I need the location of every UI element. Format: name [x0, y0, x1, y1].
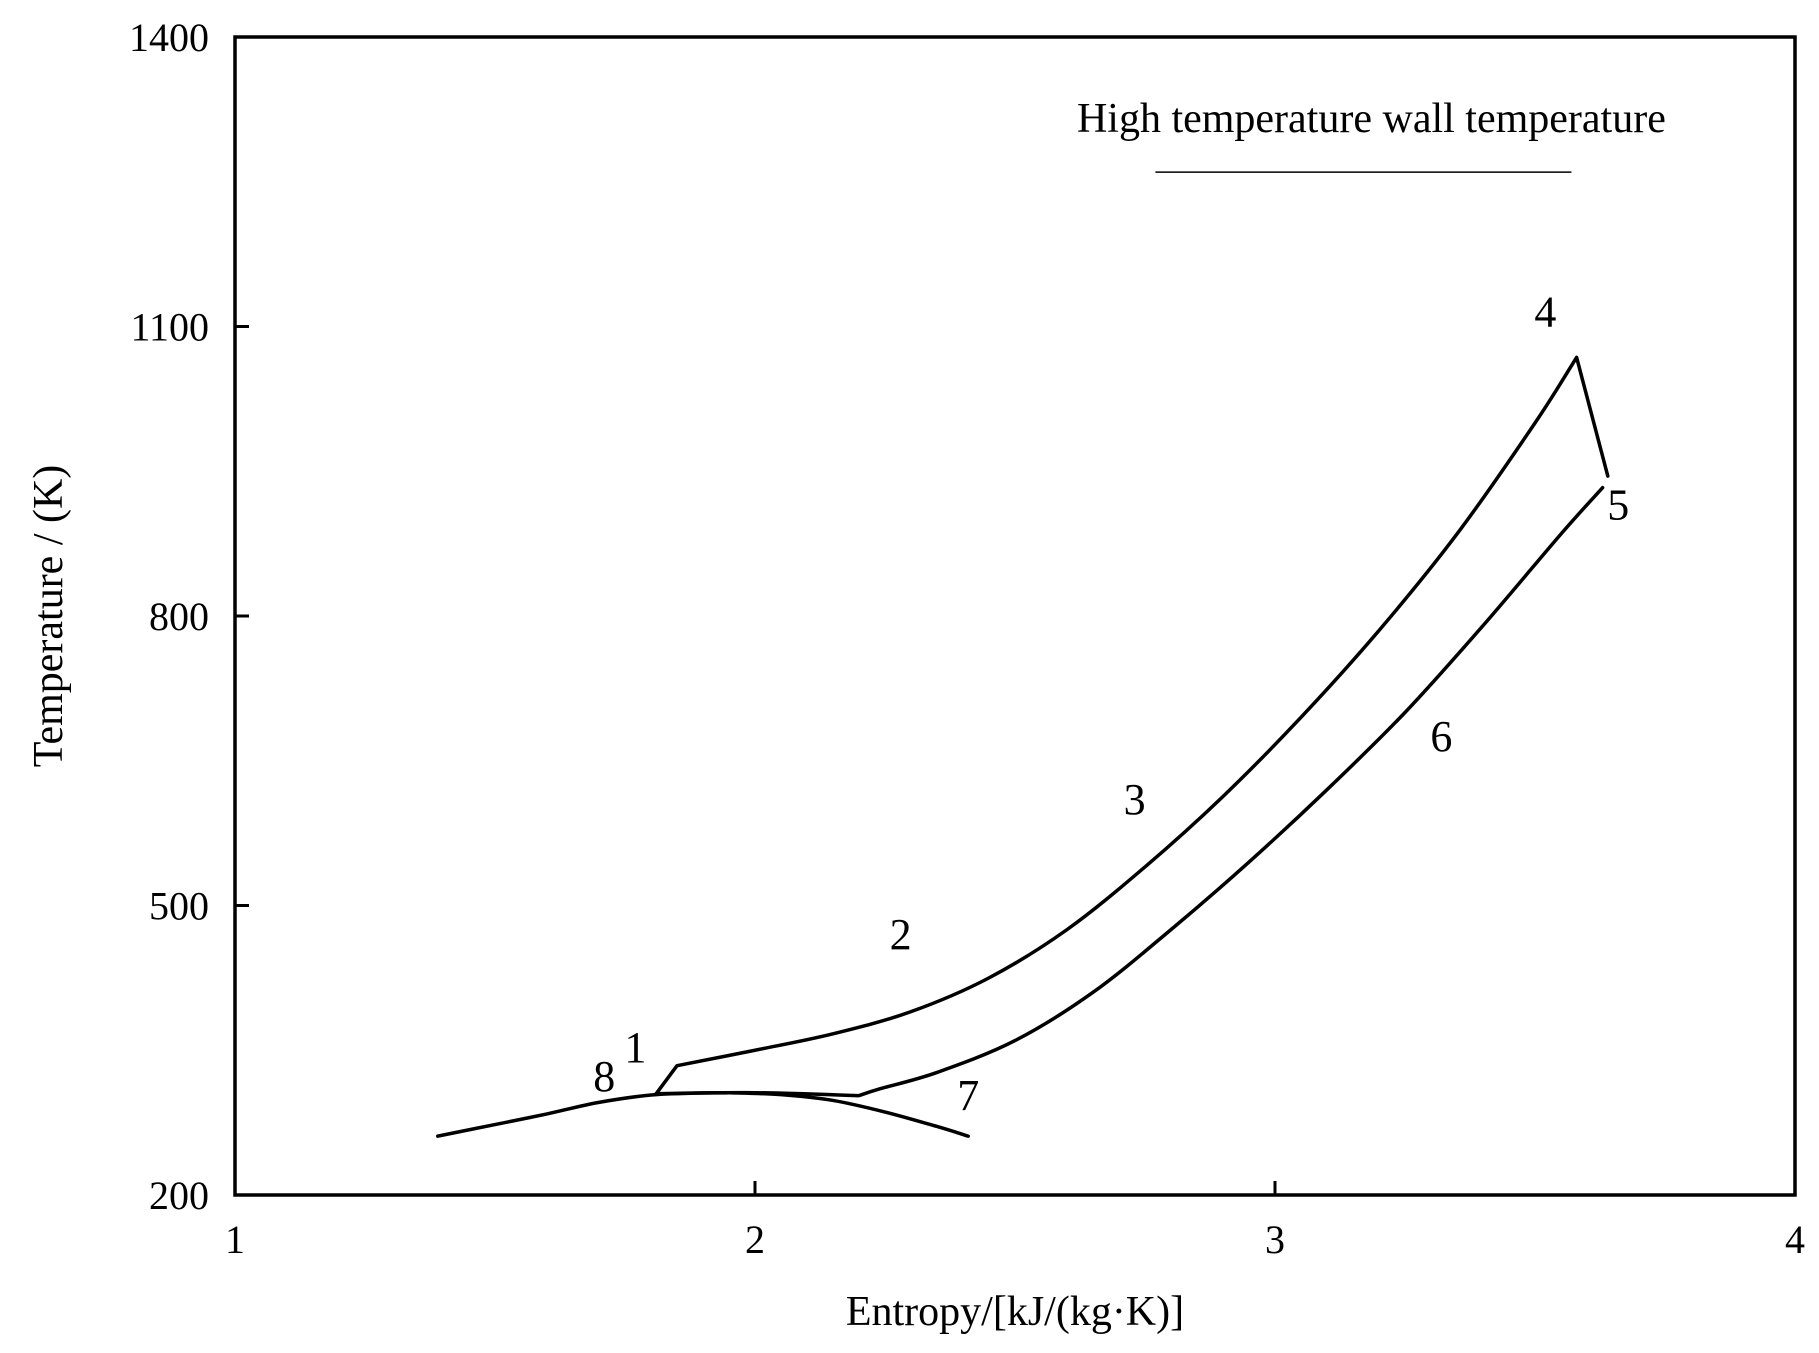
- state-label-7: 7: [957, 1071, 979, 1120]
- x-axis-ticks: 1 2 3 4: [225, 1181, 1805, 1262]
- x-tick-label: 2: [745, 1217, 765, 1262]
- y-tick-label: 1400: [129, 15, 209, 60]
- x-tick-label: 3: [1265, 1217, 1285, 1262]
- x-tick-label: 1: [225, 1217, 245, 1262]
- state-label-1: 1: [624, 1023, 646, 1072]
- y-tick-label: 800: [149, 594, 209, 639]
- series-dome-left: [436, 1090, 731, 1138]
- plot-frame: [233, 35, 1797, 1197]
- y-tick-label: 200: [149, 1173, 209, 1218]
- state-label-8: 8: [593, 1052, 615, 1101]
- series-cycle-upper: [654, 355, 1610, 1096]
- state-point-labels: 1 2 3 4 5 6 7 8: [593, 288, 1629, 1121]
- series-dome-right: [727, 1090, 970, 1138]
- state-label-3: 3: [1124, 775, 1146, 824]
- y-tick-label: 1100: [130, 305, 209, 350]
- state-label-2: 2: [890, 910, 912, 959]
- x-axis-title: Entropy/[kJ/(kg·K)]: [846, 1289, 1184, 1335]
- y-axis-ticks: 200 500 800 1100 1400: [129, 15, 249, 1218]
- y-axis-title: Temperature / (K): [26, 465, 72, 768]
- state-label-6: 6: [1430, 712, 1452, 761]
- x-tick-label: 4: [1785, 1217, 1805, 1262]
- state-label-5: 5: [1607, 481, 1629, 530]
- state-label-4: 4: [1534, 288, 1556, 337]
- wall-temperature-annotation: High temperature wall temperature: [1077, 96, 1666, 142]
- cycle-curves: [436, 355, 1610, 1138]
- y-tick-label: 500: [149, 884, 209, 929]
- series-cycle-lower: [654, 485, 1605, 1098]
